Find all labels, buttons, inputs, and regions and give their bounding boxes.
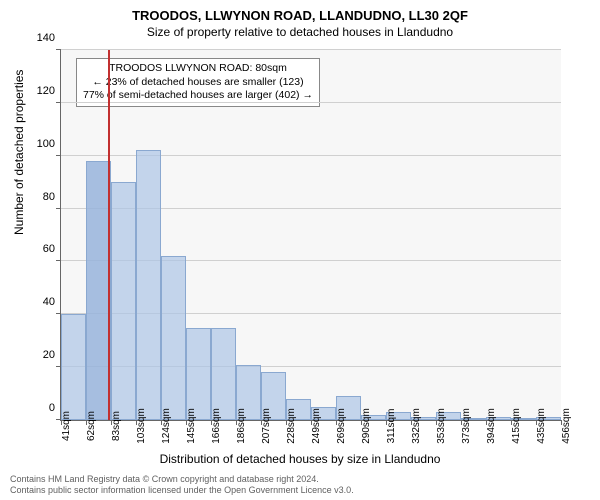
ytick-mark xyxy=(56,260,61,261)
xtick-label: 249sqm xyxy=(311,408,322,444)
histogram-bar xyxy=(161,256,186,420)
xtick-label: 332sqm xyxy=(411,408,422,444)
ytick-mark xyxy=(56,155,61,156)
xtick-label: 83sqm xyxy=(111,411,122,441)
xtick-label: 394sqm xyxy=(486,408,497,444)
ytick-label: 20 xyxy=(43,349,55,361)
xtick-label: 41sqm xyxy=(61,411,72,441)
xtick-label: 228sqm xyxy=(286,408,297,444)
xtick-label: 124sqm xyxy=(161,408,172,444)
histogram-bar xyxy=(186,328,211,421)
ytick-label: 0 xyxy=(49,402,55,414)
ytick-mark xyxy=(56,208,61,209)
xtick-label: 186sqm xyxy=(236,408,247,444)
ytick-mark xyxy=(56,49,61,50)
histogram-bar xyxy=(136,150,161,420)
xtick-label: 435sqm xyxy=(536,408,547,444)
ytick-label: 140 xyxy=(37,32,55,44)
footer: Contains HM Land Registry data © Crown c… xyxy=(10,474,354,496)
y-axis-title: Number of detached properties xyxy=(12,70,26,235)
ytick-label: 120 xyxy=(37,85,55,97)
xtick-label: 207sqm xyxy=(261,408,272,444)
chart-container: TROODOS, LLWYNON ROAD, LLANDUDNO, LL30 2… xyxy=(0,0,600,500)
plot-area: TROODOS LLWYNON ROAD: 80sqm ← 23% of det… xyxy=(60,50,561,421)
ytick-label: 80 xyxy=(43,191,55,203)
xtick-label: 145sqm xyxy=(186,408,197,444)
ytick-label: 100 xyxy=(37,138,55,150)
histogram-bar xyxy=(111,182,136,420)
xtick-label: 415sqm xyxy=(511,408,522,444)
footer-line2: Contains public sector information licen… xyxy=(10,485,354,496)
chart-title: TROODOS, LLWYNON ROAD, LLANDUDNO, LL30 2… xyxy=(0,0,600,23)
x-axis-title: Distribution of detached houses by size … xyxy=(0,452,600,466)
xtick-label: 456sqm xyxy=(561,408,572,444)
reference-vline xyxy=(108,50,110,420)
gridline xyxy=(61,49,561,50)
ytick-label: 60 xyxy=(43,243,55,255)
xtick-label: 290sqm xyxy=(361,408,372,444)
histogram-bar xyxy=(61,314,86,420)
histogram-bar xyxy=(211,328,236,421)
xtick-label: 62sqm xyxy=(86,411,97,441)
ytick-label: 40 xyxy=(43,296,55,308)
xtick-label: 166sqm xyxy=(211,408,222,444)
xtick-label: 103sqm xyxy=(136,408,147,444)
xtick-label: 373sqm xyxy=(461,408,472,444)
footer-line1: Contains HM Land Registry data © Crown c… xyxy=(10,474,354,485)
xtick-label: 311sqm xyxy=(386,409,397,444)
ytick-mark xyxy=(56,102,61,103)
gridline xyxy=(61,102,561,103)
chart-subtitle: Size of property relative to detached ho… xyxy=(0,25,600,39)
annotation-line2: ← 23% of detached houses are smaller (12… xyxy=(83,76,313,90)
annotation-line1: TROODOS LLWYNON ROAD: 80sqm xyxy=(83,62,313,76)
xtick-label: 269sqm xyxy=(336,408,347,444)
annotation-box: TROODOS LLWYNON ROAD: 80sqm ← 23% of det… xyxy=(76,58,320,107)
xtick-label: 353sqm xyxy=(436,408,447,444)
